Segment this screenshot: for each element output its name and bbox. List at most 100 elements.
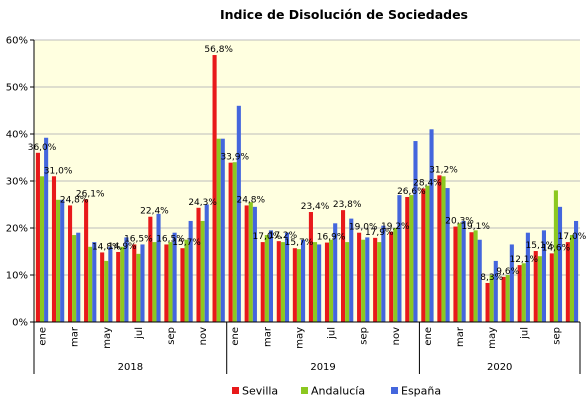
y-tick-label: 0% bbox=[12, 318, 28, 329]
x-tick-label: may bbox=[102, 327, 113, 349]
bar-españa bbox=[268, 230, 273, 322]
bar-españa bbox=[92, 242, 97, 322]
bar-españa bbox=[574, 220, 579, 322]
data-label: 28,4% bbox=[413, 179, 442, 189]
bar-andalucía bbox=[409, 195, 414, 322]
bar-sevilla bbox=[228, 162, 233, 322]
data-label: 19,0% bbox=[349, 223, 378, 233]
bar-españa bbox=[252, 206, 257, 322]
bar-sevilla bbox=[565, 242, 570, 322]
y-tick-label: 30% bbox=[6, 177, 28, 188]
data-label: 23,8% bbox=[333, 200, 362, 210]
y-tick-label: 20% bbox=[6, 224, 28, 235]
bar-sevilla bbox=[132, 244, 137, 322]
bar-andalucía bbox=[569, 235, 575, 322]
bar-andalucía bbox=[441, 176, 446, 322]
data-label: 12,1% bbox=[509, 255, 538, 265]
bar-sevilla bbox=[212, 55, 217, 322]
x-tick-label: jul bbox=[134, 327, 145, 340]
y-axis-ticks: 0% 10% 20% 30% 40% 50% 60% bbox=[6, 36, 34, 329]
data-label: 16,5% bbox=[156, 234, 185, 244]
x-tick-label: mar bbox=[70, 326, 81, 347]
bar-españa bbox=[477, 239, 482, 322]
x-tick-label: ene bbox=[423, 327, 434, 346]
x-tick-label: sep bbox=[551, 327, 562, 345]
bar-sevilla bbox=[373, 237, 378, 322]
bar-andalucía bbox=[264, 235, 269, 322]
data-label: 26,1% bbox=[76, 189, 105, 199]
data-label: 36,0% bbox=[28, 143, 57, 153]
y-tick-label: 40% bbox=[6, 130, 28, 141]
y-tick-label: 50% bbox=[6, 83, 28, 94]
bar-andalucía bbox=[232, 162, 237, 322]
bar-sevilla bbox=[35, 152, 40, 322]
bar-andalucía bbox=[39, 176, 45, 322]
year-label: 2020 bbox=[487, 362, 512, 373]
bar-sevilla bbox=[244, 205, 249, 322]
data-label: 33,9% bbox=[220, 153, 249, 163]
bar-españa bbox=[124, 237, 129, 322]
data-label: 17,0% bbox=[253, 232, 282, 242]
legend-label-españa: España bbox=[401, 385, 441, 398]
x-tick-label: nov bbox=[391, 327, 402, 345]
bar-españa bbox=[60, 199, 65, 322]
bar-andalucía bbox=[168, 242, 173, 322]
bar-sevilla bbox=[549, 253, 554, 322]
bar-sevilla bbox=[260, 242, 265, 322]
bar-españa bbox=[429, 129, 434, 322]
bar-andalucía bbox=[505, 275, 510, 322]
bar-españa bbox=[172, 232, 177, 322]
bar-andalucía bbox=[72, 235, 77, 322]
x-tick-label: mar bbox=[262, 326, 273, 347]
bar-sevilla bbox=[501, 276, 506, 322]
legend-swatch-españa bbox=[391, 387, 398, 394]
bar-españa bbox=[349, 218, 354, 322]
data-label: 31,2% bbox=[429, 165, 458, 175]
bar-españa bbox=[284, 232, 290, 322]
bar-sevilla bbox=[389, 231, 394, 322]
bar-españa bbox=[188, 220, 193, 322]
bar-andalucía bbox=[296, 249, 302, 322]
bar-andalucía bbox=[104, 260, 109, 322]
bar-andalucía bbox=[345, 242, 350, 322]
bar-andalucía bbox=[88, 246, 93, 322]
data-label: 26,6% bbox=[397, 187, 426, 197]
data-label: 24,8% bbox=[60, 195, 89, 205]
data-label: 15,7% bbox=[172, 238, 201, 248]
bar-sevilla bbox=[453, 226, 458, 322]
bar-españa bbox=[333, 223, 338, 322]
bar-españa bbox=[236, 105, 241, 322]
bar-andalucía bbox=[393, 228, 398, 322]
data-label: 20,3% bbox=[445, 217, 474, 227]
data-label: 19,1% bbox=[461, 222, 490, 232]
data-label: 14,8% bbox=[92, 242, 121, 252]
legend-swatch-sevilla bbox=[232, 387, 239, 394]
bar-españa bbox=[541, 230, 546, 322]
bar-sevilla bbox=[341, 210, 346, 322]
bar-sevilla bbox=[405, 196, 410, 322]
bar-andalucía bbox=[425, 185, 430, 322]
x-axis: ene mar may jul sep nov ene mar may jul sep nov ene m… bbox=[33, 40, 581, 374]
bar-sevilla bbox=[517, 265, 522, 322]
x-tick-label: ene bbox=[230, 327, 241, 346]
bar-sevilla bbox=[164, 244, 169, 322]
bar-sevilla bbox=[292, 248, 297, 322]
bar-andalucía bbox=[361, 239, 366, 322]
bar-españa bbox=[445, 188, 450, 322]
bar-sevilla bbox=[469, 232, 474, 322]
bar-andalucía bbox=[136, 253, 141, 322]
bar-españa bbox=[108, 246, 113, 322]
bar-andalucía bbox=[537, 256, 542, 322]
data-label: 22,4% bbox=[140, 207, 169, 217]
bar-andalucía bbox=[248, 202, 253, 322]
bar-sevilla bbox=[308, 212, 313, 322]
bar-españa bbox=[509, 244, 514, 322]
bar-sevilla bbox=[437, 175, 442, 322]
bar-sevilla bbox=[100, 252, 105, 322]
year-label: 2018 bbox=[118, 362, 143, 373]
data-label: 19,2% bbox=[381, 222, 410, 232]
bar-sevilla bbox=[276, 241, 281, 322]
x-tick-label: mar bbox=[455, 326, 466, 347]
data-label: 8,3% bbox=[480, 273, 503, 283]
